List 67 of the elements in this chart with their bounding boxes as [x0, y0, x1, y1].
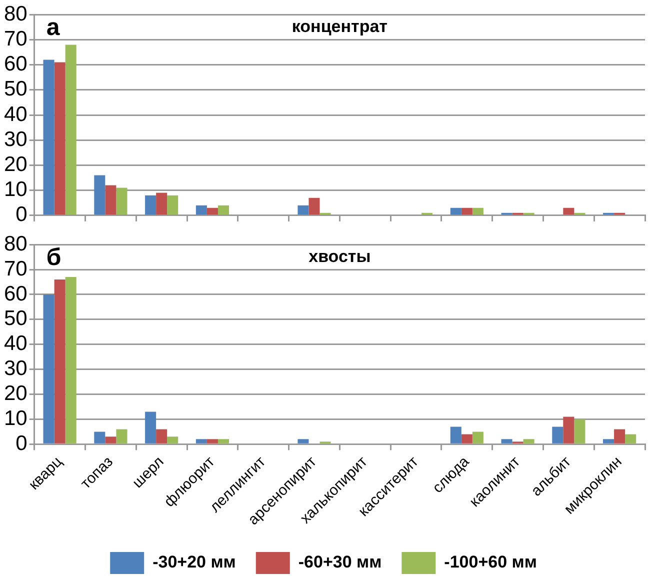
y-tick-label: 60 [4, 282, 28, 306]
bar [116, 188, 128, 215]
bar [574, 419, 586, 444]
bar [625, 434, 636, 444]
bar [563, 208, 574, 215]
chart-title: концентрат [292, 16, 388, 36]
bar [450, 208, 462, 215]
bar [43, 60, 54, 215]
bar [614, 429, 626, 444]
y-tick-label: 50 [4, 307, 28, 330]
bar [461, 434, 472, 444]
bar [167, 436, 178, 444]
bar [145, 195, 156, 215]
bar [472, 432, 484, 444]
y-tick-label: 50 [4, 78, 28, 101]
y-tick-label: 20 [4, 152, 28, 176]
y-tick-label: 0 [16, 203, 28, 226]
bar [105, 436, 116, 444]
bar [196, 439, 207, 444]
y-tick-label: 70 [4, 257, 28, 280]
bar [298, 439, 309, 444]
y-tick-label: 20 [4, 382, 28, 406]
bar [116, 429, 128, 444]
bar [94, 175, 106, 215]
bar [196, 205, 207, 215]
bar [308, 198, 320, 215]
annotation: а [46, 14, 60, 42]
bar [65, 44, 76, 215]
bar [298, 205, 309, 215]
bar [501, 439, 512, 444]
chart-title: хвосты [308, 246, 371, 266]
y-tick-label: 40 [4, 332, 28, 356]
bar [65, 277, 76, 444]
y-tick-label: 80 [4, 232, 28, 256]
legend-label: -60+30 мм [298, 552, 382, 572]
y-tick-label: 70 [4, 27, 28, 50]
y-tick-label: 0 [16, 432, 28, 455]
bar [206, 439, 218, 444]
bar [43, 294, 54, 444]
bar [54, 280, 66, 444]
y-tick-label: 10 [4, 178, 28, 202]
bar [156, 192, 168, 215]
bar [218, 205, 229, 215]
bar [206, 208, 218, 215]
y-tick-label: 40 [4, 102, 28, 126]
legend-label: -100+60 мм [444, 552, 537, 572]
y-tick-label: 10 [4, 407, 28, 430]
bar [523, 439, 534, 444]
y-tick-label: 30 [4, 357, 28, 380]
y-tick-label: 30 [4, 128, 28, 151]
bar [167, 195, 178, 215]
bar [145, 412, 156, 444]
bar [156, 429, 168, 444]
y-tick-label: 60 [4, 52, 28, 76]
bar [563, 416, 574, 444]
bar [54, 62, 66, 215]
bar [472, 208, 484, 215]
legend-label: -30+20 мм [152, 552, 236, 572]
bar [105, 185, 116, 215]
bar [450, 426, 462, 444]
bar [603, 439, 614, 444]
bar [218, 439, 229, 444]
bar [94, 432, 106, 444]
bar [552, 426, 564, 444]
y-tick-label: 80 [4, 2, 28, 26]
annotation: б [46, 244, 62, 272]
bar [461, 208, 472, 215]
